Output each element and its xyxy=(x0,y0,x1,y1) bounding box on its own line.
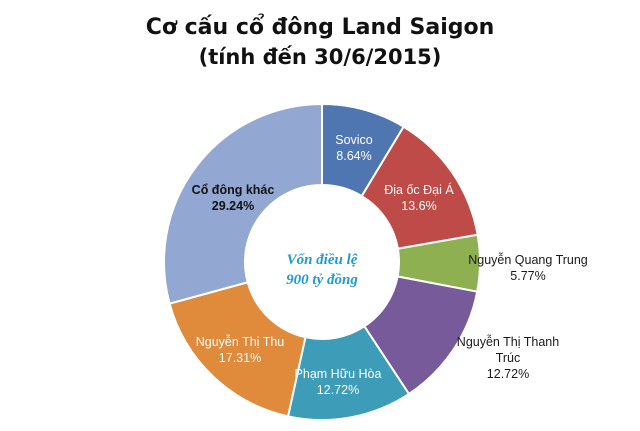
slice-name-label-co-dong-khac: Cổ đông khác xyxy=(192,183,275,197)
donut-slices xyxy=(163,102,481,421)
slice-name-label-nguyen-thi-thanh-truc: Trúc xyxy=(496,351,521,365)
slice-value-label-nguyen-quang-trung: 5.77% xyxy=(510,269,545,283)
slice-value-label-nguyen-thi-thu: 17.31% xyxy=(219,351,261,365)
slice-nguyen-thi-thu xyxy=(168,281,307,418)
slice-value-label-pham-huu-hoa: 12.72% xyxy=(317,383,359,397)
center-text-line-1: Vốn điều lệ xyxy=(287,252,358,268)
slice-name-label-nguyen-quang-trung: Nguyễn Quang Trung xyxy=(468,252,588,267)
chart-subtitle: (tính đến 30/6/2015) xyxy=(199,45,442,69)
slice-value-label-sovico: 8.64% xyxy=(336,149,371,163)
slice-value-label-co-dong-khac: 29.24% xyxy=(212,199,254,213)
slice-name-label-nguyen-thi-thanh-truc: Nguyễn Thị Thanh xyxy=(457,334,559,349)
chart-title: Cơ cấu cổ đông Land Saigon xyxy=(146,14,495,40)
slice-name-label-nguyen-thi-thu: Nguyễn Thị Thu xyxy=(196,334,285,349)
slice-value-label-dia-oc-dai-a: 13.6% xyxy=(401,199,436,213)
slice-co-dong-khac xyxy=(163,102,323,305)
slice-value-label-nguyen-thi-thanh-truc: 12.72% xyxy=(487,367,529,381)
slice-name-label-sovico: Sovico xyxy=(335,133,373,147)
slice-name-label-dia-oc-dai-a: Địa ốc Đại Á xyxy=(384,182,454,197)
center-text-line-2: 900 tỷ đồng xyxy=(286,272,358,288)
slice-labels: Sovico 8.64% Địa ốc Đại Á 13.6% Nguyễn Quang… xyxy=(192,133,588,397)
slice-name-label-pham-huu-hoa: Phạm Hữu Hòa xyxy=(295,367,382,381)
